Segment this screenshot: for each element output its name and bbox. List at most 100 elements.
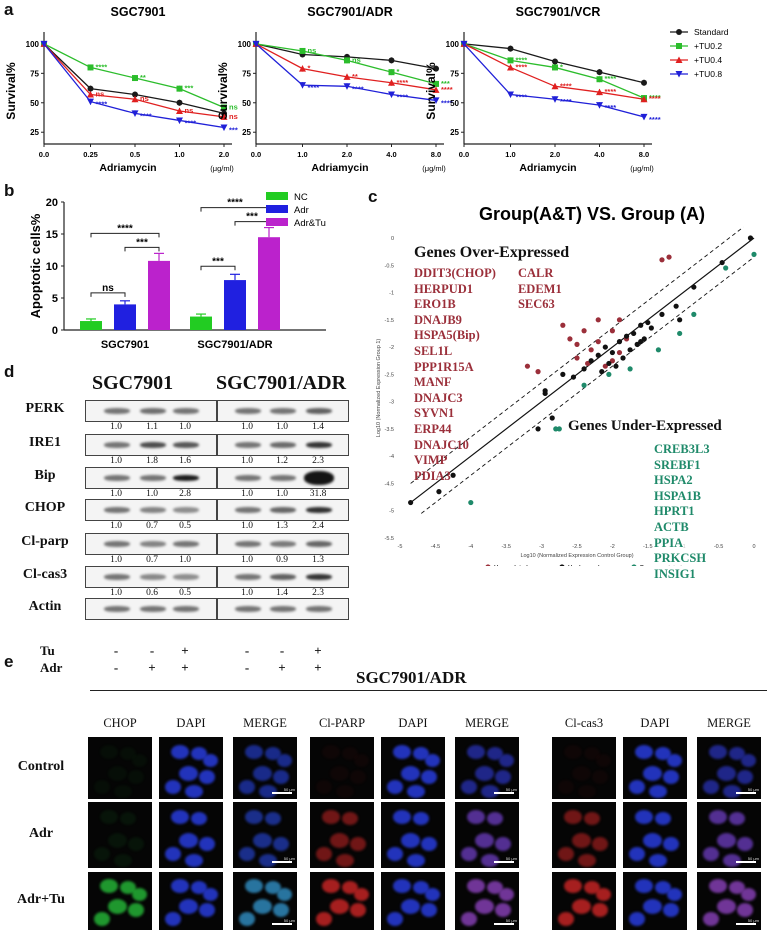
blot-band xyxy=(140,507,166,513)
if-column-header: DAPI xyxy=(398,716,428,730)
band-quantification: 1.3 xyxy=(312,555,324,565)
if-image-tile xyxy=(623,872,687,930)
nucleus xyxy=(635,744,653,759)
scatter-point xyxy=(609,328,615,334)
blot-band xyxy=(235,408,261,414)
blot-band xyxy=(173,475,199,481)
nucleus xyxy=(558,911,574,926)
nucleus xyxy=(128,769,144,784)
band-quantification: 1.0 xyxy=(110,489,122,499)
scatter-point xyxy=(567,336,573,342)
nucleus xyxy=(387,847,403,862)
gene-name: MANF xyxy=(414,375,452,390)
bar xyxy=(224,280,246,330)
blot-band xyxy=(173,541,199,547)
x-tick-label: 0.5 xyxy=(130,150,140,159)
band-quantification: 2.4 xyxy=(312,521,324,531)
band-quantification: 1.4 xyxy=(312,422,324,432)
bar xyxy=(114,304,136,330)
legend-marker xyxy=(676,43,682,49)
nucleus xyxy=(191,812,207,826)
band-quantification: 1.0 xyxy=(110,521,122,531)
nucleus xyxy=(475,832,494,848)
legend-swatch xyxy=(266,192,288,200)
nucleus xyxy=(558,779,574,794)
scatter-point xyxy=(450,472,456,478)
gene-name: HSPA2 xyxy=(654,473,693,488)
if-row-label: Adr+Tu xyxy=(17,892,65,907)
nucleus xyxy=(703,911,719,926)
scale-bar xyxy=(494,923,514,925)
gene-name: SYVN1 xyxy=(414,406,455,421)
scatter-point xyxy=(436,489,442,495)
data-point xyxy=(87,98,94,106)
scatter-point xyxy=(751,251,757,257)
scatter-point xyxy=(616,339,623,345)
panel-label-a: a xyxy=(4,0,14,19)
line-chart-sgc7901: SGC7901 25 50 75 100 0.0 0.25 0.5 1.0 2.0 Adriamyc… xyxy=(4,5,238,174)
chart-title: SGC7901/VCR xyxy=(516,5,601,19)
data-point xyxy=(343,73,351,80)
nucleus xyxy=(165,779,181,794)
y-tick-label: 15 xyxy=(46,229,58,241)
nucleus xyxy=(171,744,189,759)
nucleus xyxy=(495,769,511,784)
band-quantification: 31.8 xyxy=(309,489,327,499)
data-point xyxy=(176,99,183,106)
nucleus xyxy=(350,769,366,784)
significance-label: ns xyxy=(102,283,114,294)
if-image-tile xyxy=(552,802,616,868)
nucleus xyxy=(393,744,411,759)
nucleus xyxy=(572,899,591,915)
blot-band xyxy=(235,507,261,513)
scatter-point xyxy=(560,371,566,377)
nucleus xyxy=(253,899,272,915)
legend-label: Unchanged xyxy=(568,565,600,566)
nucleus xyxy=(584,812,600,826)
scatter-point xyxy=(666,254,672,260)
blot-strip xyxy=(85,566,217,588)
nucleus xyxy=(467,879,485,894)
blot-band xyxy=(306,606,332,612)
scatter-point xyxy=(723,265,729,271)
blot-band xyxy=(140,574,166,580)
data-point xyxy=(299,82,306,89)
nucleus xyxy=(461,847,477,862)
data-point xyxy=(176,107,183,115)
nucleus xyxy=(717,766,736,782)
nucleus xyxy=(277,888,292,902)
significance-label: **** xyxy=(441,85,453,94)
if-image-tile xyxy=(381,737,445,799)
band-quantification: 1.3 xyxy=(276,521,288,531)
x-tick-label: -2 xyxy=(610,544,615,550)
y-tick-label: -3 xyxy=(389,400,394,406)
if-title-rule xyxy=(90,690,767,691)
if-image-tile: 50 μm xyxy=(233,802,297,868)
nucleus xyxy=(100,810,118,825)
legend-marker xyxy=(631,564,637,566)
data-point xyxy=(433,80,439,87)
band-quantification: 1.1 xyxy=(146,422,158,432)
if-row-label: Adr xyxy=(28,826,54,841)
scatter-point xyxy=(631,330,637,337)
x-unit-label: (μg/ml) xyxy=(422,164,446,173)
nucleus xyxy=(709,744,727,759)
bar xyxy=(190,316,212,330)
nucleus xyxy=(273,902,289,917)
data-point xyxy=(551,96,559,103)
y-tick-label: -3.5 xyxy=(385,427,394,433)
nucleus xyxy=(199,837,215,852)
gene-name: HSPA1B xyxy=(654,488,701,503)
nucleus xyxy=(499,888,514,902)
nucleus xyxy=(259,853,277,867)
x-tick-label: 1.0 xyxy=(297,150,307,159)
significance-label: **** xyxy=(516,93,528,102)
adr-sign: + xyxy=(181,660,189,675)
nucleus xyxy=(629,779,645,794)
significance-label: **** xyxy=(649,93,661,102)
nucleus xyxy=(421,769,437,784)
if-image-tile: 50 μm xyxy=(233,872,297,930)
scale-bar-label: 50 μm xyxy=(505,918,517,923)
nucleus xyxy=(253,766,272,782)
